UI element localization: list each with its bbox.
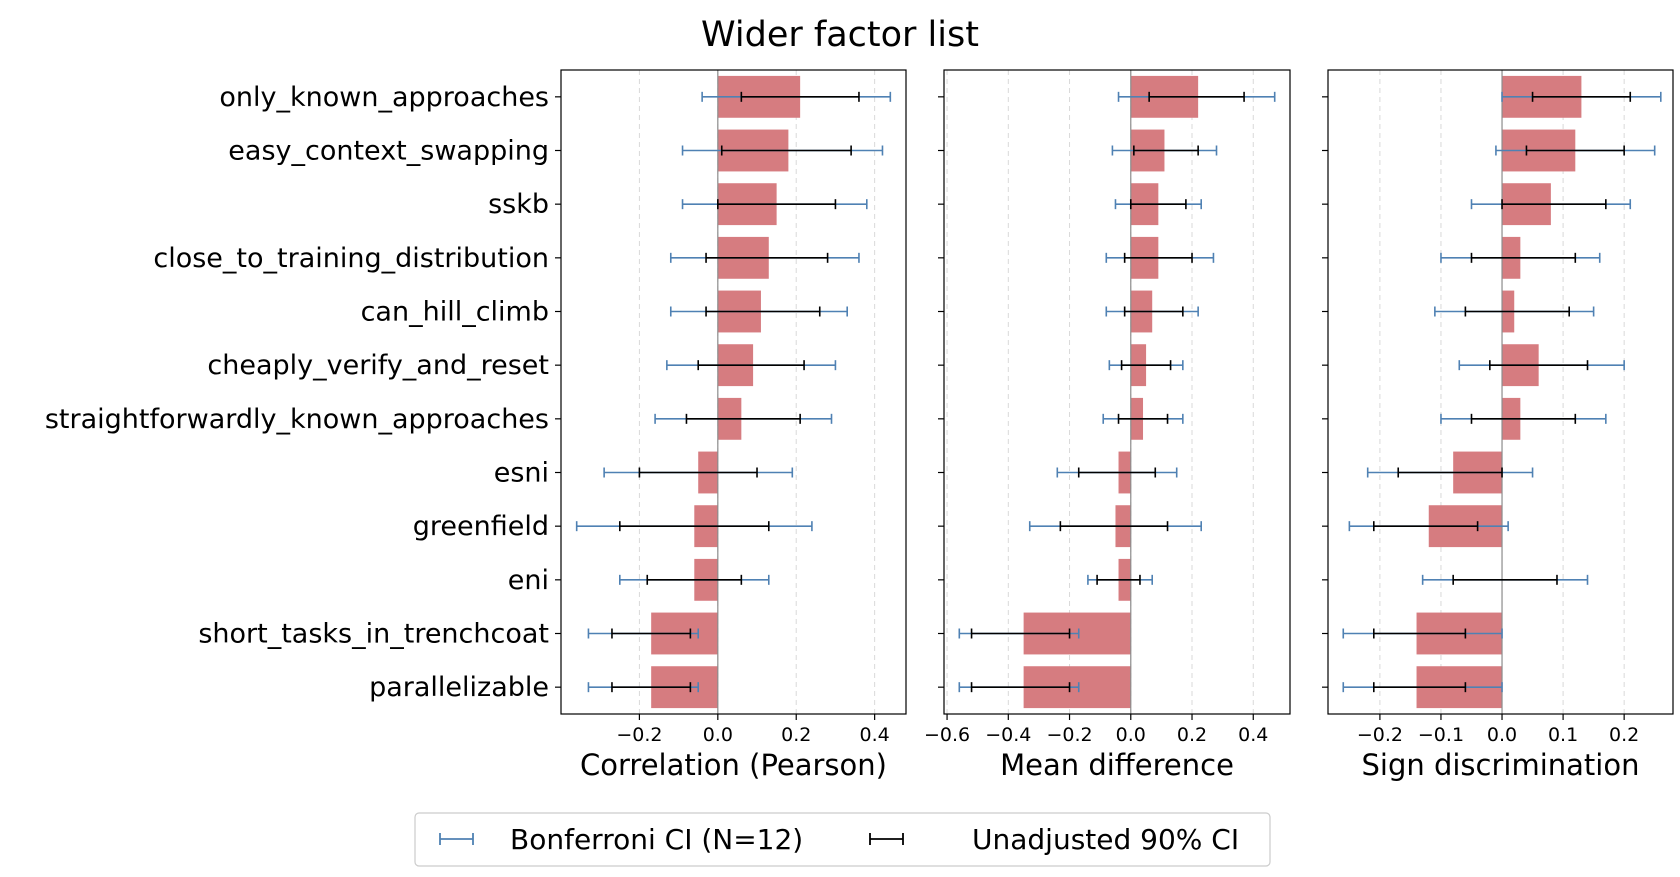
x-tick-label: 0.2 — [1609, 724, 1639, 746]
x-tick-label: 0.0 — [1116, 724, 1146, 746]
y-tick-label: can_hill_climb — [361, 297, 549, 328]
y-tick-label: only_known_approaches — [219, 82, 549, 113]
axes-frame — [943, 69, 1291, 715]
legend-item: Unadjusted 90% CI — [869, 823, 1239, 856]
unadjusted-errorbar — [1372, 521, 1479, 532]
y-tick-label: parallelizable — [369, 672, 549, 703]
unadjusted-errorbar — [1059, 521, 1169, 532]
unadjusted-errorbar — [705, 306, 821, 317]
unadjusted-errorbar — [1501, 199, 1607, 210]
unadjusted-errorbar — [646, 574, 743, 585]
unadjusted-errorbar — [1452, 574, 1558, 585]
unadjusted-errorbar — [1120, 360, 1172, 371]
x-tick-label: 0.2 — [1177, 724, 1207, 746]
figure-title: Wider factor list — [701, 15, 979, 55]
y-tick-label: straightforwardly_known_approaches — [45, 404, 549, 435]
x-tick-label: 0.2 — [781, 724, 811, 746]
unadjusted-errorbar — [970, 682, 1071, 693]
x-tick-label: 0.4 — [860, 724, 890, 746]
legend-label: Unadjusted 90% CI — [972, 823, 1239, 856]
axes-frame — [560, 69, 907, 715]
unadjusted-errorbar — [1129, 199, 1187, 210]
unadjusted-errorbar — [1525, 145, 1625, 156]
unadjusted-errorbar — [720, 145, 852, 156]
unadjusted-errorbar — [1123, 306, 1184, 317]
unadjusted-errorbar — [1464, 306, 1570, 317]
y-tick-label: easy_context_swapping — [228, 136, 549, 167]
x-tick-label: 0.4 — [1238, 724, 1268, 746]
unadjusted-errorbar — [1077, 467, 1157, 478]
y-tick-label: cheaply_verify_and_reset — [207, 350, 549, 381]
unadjusted-errorbar — [1489, 360, 1589, 371]
axes-frame — [1327, 69, 1674, 715]
unadjusted-errorbar — [685, 413, 801, 424]
unadjusted-errorbar — [1123, 252, 1193, 263]
y-tick-label: short_tasks_in_trenchcoat — [198, 619, 549, 650]
legend-box — [414, 812, 1271, 867]
unadjusted-errorbar — [611, 682, 692, 693]
y-tick-label: close_to_training_distribution — [153, 243, 549, 274]
x-tick-label: 0.0 — [703, 724, 733, 746]
unadjusted-errorbar — [1133, 145, 1199, 156]
legend: Bonferroni CI (N=12) Unadjusted 90% CI — [414, 812, 1271, 867]
x-tick-label: 0.1 — [1548, 724, 1578, 746]
unadjusted-errorbar — [1117, 413, 1169, 424]
x-tick-label: −0.1 — [1418, 724, 1464, 746]
unadjusted-errorbar — [1148, 91, 1245, 102]
legend-item: Bonferroni CI (N=12) — [439, 823, 803, 856]
unadjusted-errorbar — [638, 467, 758, 478]
x-tick-label: −0.2 — [616, 724, 662, 746]
y-tick-label: esni — [494, 458, 549, 489]
unadjusted-errorbar — [717, 199, 837, 210]
unadjusted-errorbar — [619, 521, 770, 532]
unadjusted-errorbar — [1397, 467, 1503, 478]
unadjusted-errorbar — [740, 91, 860, 102]
x-tick-label: −0.4 — [985, 724, 1031, 746]
x-tick-label: −0.2 — [1357, 724, 1403, 746]
x-tick-label: −0.6 — [924, 724, 970, 746]
unadjusted-errorbar — [705, 252, 829, 263]
unadjusted-errorbar — [1470, 252, 1577, 263]
x-axis-label: Mean difference — [1000, 748, 1234, 782]
x-tick-label: −0.2 — [1046, 724, 1092, 746]
x-axis-label: Correlation (Pearson) — [580, 748, 887, 782]
y-tick-label: sskb — [488, 189, 549, 220]
legend-label: Bonferroni CI (N=12) — [510, 823, 803, 856]
unadjusted-errorbar — [1470, 413, 1577, 424]
unadjusted-errorbar — [970, 628, 1071, 639]
panel-1: −0.2 0.0 0.2 0.4 only_known_approaches easy_c… — [45, 69, 907, 782]
panels-group: −0.2 0.0 0.2 0.4 only_known_approaches easy_c… — [45, 69, 1674, 782]
unadjusted-errorbar — [1372, 628, 1467, 639]
y-tick-label: greenfield — [413, 511, 549, 542]
unadjusted-errorbar — [1531, 91, 1632, 102]
unadjusted-errorbar — [611, 628, 692, 639]
y-tick-label: eni — [508, 565, 549, 596]
unadjusted-errorbar — [697, 360, 805, 371]
unadjusted-errorbar — [1096, 574, 1141, 585]
unadjusted-errorbar — [1372, 682, 1467, 693]
x-axis-label: Sign discrimination — [1362, 748, 1640, 782]
x-tick-label: 0.0 — [1487, 724, 1517, 746]
